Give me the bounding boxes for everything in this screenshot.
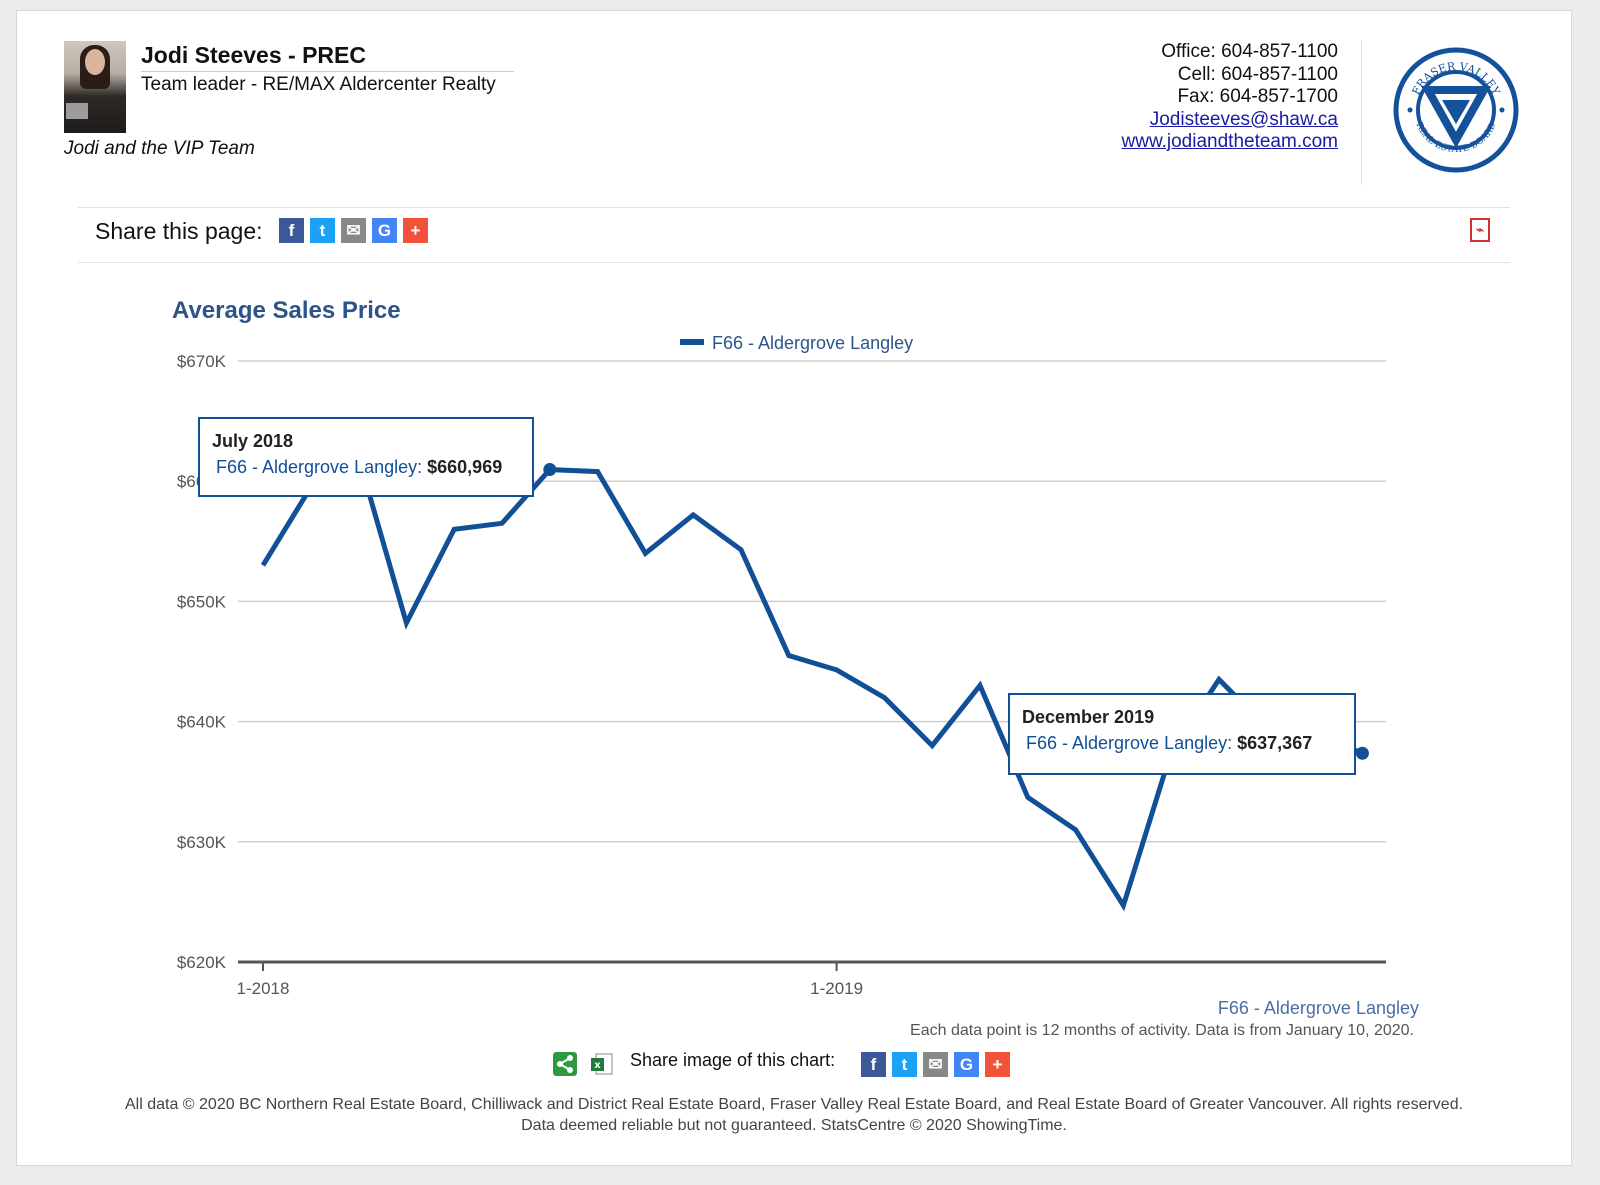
tooltip-value: $637,367 — [1237, 733, 1313, 753]
agent-photo — [64, 41, 126, 133]
tooltip-series: F66 - Aldergrove Langley: — [1026, 733, 1233, 753]
excel-icon[interactable]: x — [590, 1052, 614, 1076]
share-chart-icons: f t ✉ G + — [861, 1052, 1010, 1077]
share-page-icons: f t ✉ G + — [279, 218, 428, 243]
fraser-valley-logo: FRASER VALLEY REAL ESTATE BOARD — [1393, 47, 1519, 173]
series-footer-label[interactable]: F66 - Aldergrove Langley — [1217, 998, 1419, 1018]
series-line — [260, 453, 1364, 912]
google-icon[interactable]: G — [372, 218, 397, 243]
y-tick-label: $670K — [177, 352, 227, 371]
share-page-label: Share this page: — [95, 218, 263, 244]
tooltip-series-line: F66 - Aldergrove Langley: $660,969 — [216, 457, 502, 478]
agent-title: Team leader - RE/MAX Aldercenter Realty — [141, 71, 514, 96]
office-phone: Office: 604-857-1100 — [1161, 41, 1338, 62]
twitter-icon[interactable]: t — [892, 1052, 917, 1077]
divider-bottom — [78, 262, 1510, 263]
cell-phone: Cell: 604-857-1100 — [1177, 63, 1338, 85]
facebook-icon[interactable]: f — [279, 218, 304, 243]
tooltip-date: July 2018 — [212, 431, 294, 451]
team-name: Jodi and the VIP Team — [64, 138, 255, 159]
legend-swatch — [680, 339, 704, 345]
data-point — [1355, 746, 1369, 760]
disclaimer-line: Data deemed reliable but not guaranteed.… — [521, 1117, 1067, 1134]
divider-top — [78, 207, 1510, 208]
agent-name: Jodi Steeves - PREC — [141, 42, 366, 68]
fax-number: Fax: 604-857-1700 — [1177, 86, 1338, 107]
data-point — [543, 463, 557, 477]
y-tick-label: $630K — [177, 833, 227, 852]
tooltip-series: F66 - Aldergrove Langley: — [216, 457, 423, 477]
tooltip-july-2018: July 2018 F66 - Aldergrove Langley: $660… — [198, 417, 534, 497]
tooltip-value: $660,969 — [427, 457, 503, 477]
tooltip-series-line: F66 - Aldergrove Langley: $637,367 — [1026, 733, 1312, 754]
share-icon[interactable] — [553, 1052, 577, 1076]
twitter-icon[interactable]: t — [310, 218, 335, 243]
x-tick-label: 1-2018 — [237, 979, 290, 998]
google-icon[interactable]: G — [954, 1052, 979, 1077]
y-tick-label: $650K — [177, 592, 227, 611]
email-link[interactable]: Jodisteeves@shaw.ca — [1149, 108, 1338, 130]
data-note: Each data point is 12 months of activity… — [910, 1022, 1414, 1039]
copyright-line: All data © 2020 BC Northern Real Estate … — [124, 1096, 1464, 1113]
contact-block: Office: 604-857-1100 Cell: 604-857-1100 … — [1122, 41, 1339, 154]
chart-title: Average Sales Price — [172, 297, 401, 324]
report-card — [16, 10, 1572, 1166]
legend-label: F66 - Aldergrove Langley — [712, 333, 913, 353]
website-link[interactable]: www.jodiandtheteam.com — [1121, 131, 1339, 152]
x-tick-label: 1-2019 — [810, 979, 863, 998]
svg-text:x: x — [594, 1060, 601, 1071]
y-tick-label: $640K — [177, 713, 227, 732]
header-divider — [1361, 40, 1362, 185]
facebook-icon[interactable]: f — [861, 1052, 886, 1077]
y-tick-label: $620K — [177, 953, 227, 972]
plus-icon[interactable]: + — [985, 1052, 1010, 1077]
email-icon[interactable]: ✉ — [341, 218, 366, 243]
email-icon[interactable]: ✉ — [923, 1052, 948, 1077]
tooltip-december-2019: December 2019 F66 - Aldergrove Langley: … — [1008, 693, 1356, 775]
plus-icon[interactable]: + — [403, 218, 428, 243]
pdf-icon[interactable]: ⌁ — [1470, 218, 1490, 242]
tooltip-date: December 2019 — [1022, 707, 1155, 727]
share-chart-label: Share image of this chart: — [630, 1050, 836, 1070]
